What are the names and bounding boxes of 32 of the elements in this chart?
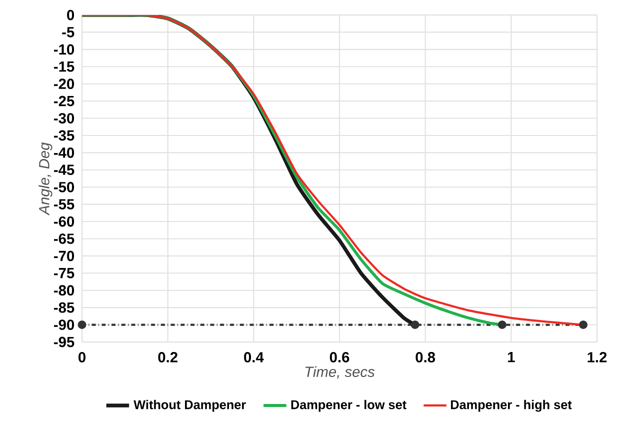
- x-tick-label: 1: [508, 352, 515, 362]
- y-tick-label: -60: [54, 216, 74, 227]
- y-axis-title: Angle, Deg: [38, 142, 52, 216]
- x-tick-label: 0.6: [330, 352, 350, 362]
- y-tick-label: -65: [54, 234, 74, 244]
- y-tick-label: -50: [54, 182, 74, 192]
- y-tick-label: -35: [54, 130, 74, 141]
- x-tick-label: 1.2: [588, 352, 607, 362]
- y-tick-label: -95: [54, 336, 74, 348]
- y-tick-label: -30: [54, 113, 74, 124]
- y-tick-label: -70: [54, 250, 74, 262]
- y-tick-label: -85: [54, 302, 74, 313]
- legend-label: Dampener - high set: [450, 400, 572, 412]
- y-tick-label: 0: [67, 10, 74, 20]
- x-tick-label: 0.2: [158, 352, 178, 362]
- y-tick-label: -25: [54, 96, 74, 106]
- legend-label: Dampener - low set: [291, 400, 406, 412]
- y-tick-label: -80: [54, 285, 74, 296]
- y-tick-label: -15: [54, 62, 74, 72]
- x-tick-label: 0.8: [416, 352, 436, 362]
- y-tick-label: -10: [54, 44, 74, 55]
- y-tick-label: -75: [54, 268, 74, 278]
- y-tick-label: -5: [62, 27, 74, 38]
- y-tick-label: -55: [54, 199, 74, 210]
- y-tick-label: -20: [54, 78, 74, 90]
- x-tick-label: 0.4: [244, 352, 264, 362]
- x-tick-label: 0: [78, 352, 86, 362]
- y-tick-label: -45: [54, 164, 74, 176]
- y-tick-label: -40: [54, 148, 74, 158]
- x-axis-title: Time, secs: [305, 366, 375, 379]
- legend-label: Without Dampener: [134, 400, 246, 412]
- y-tick-label: -90: [54, 320, 74, 330]
